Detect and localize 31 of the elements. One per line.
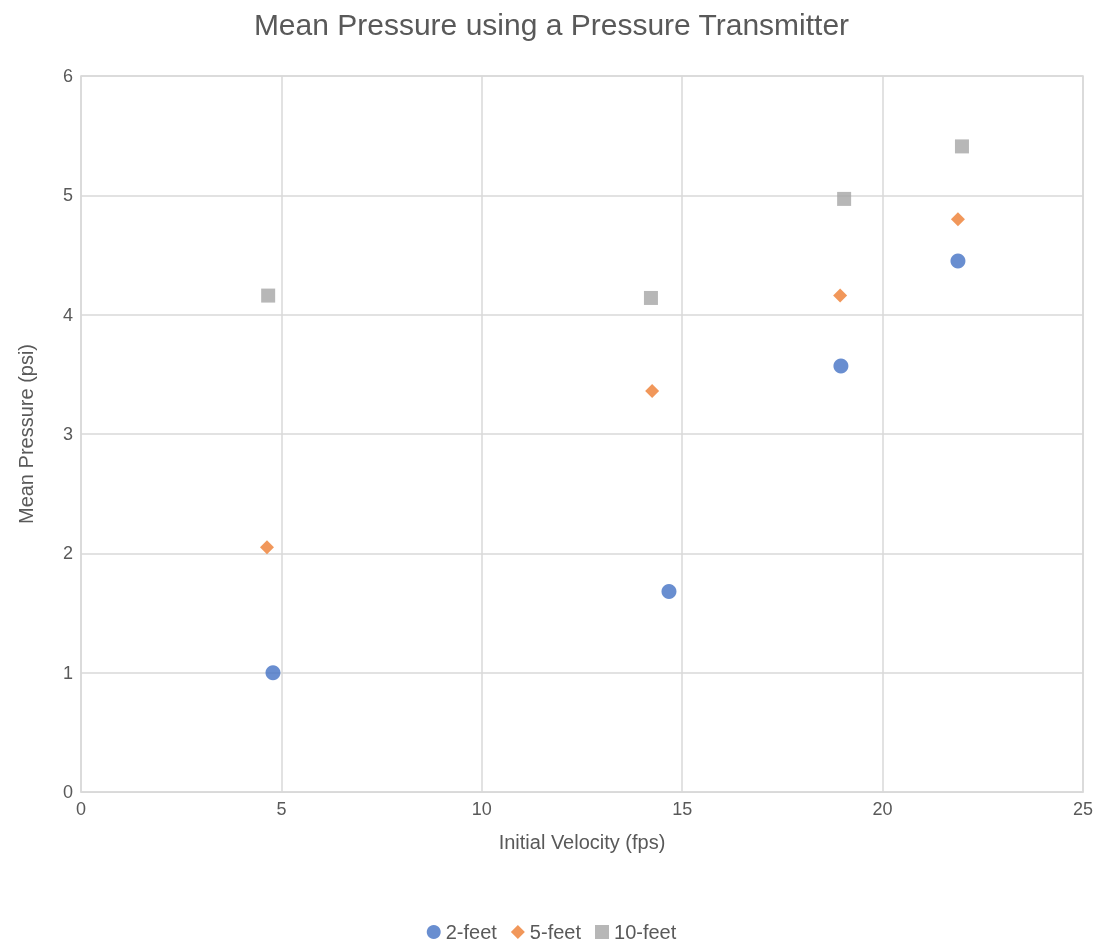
point [833, 288, 848, 303]
legend-label: 5-feet [529, 921, 582, 943]
y-tick-label: 3 [62, 424, 73, 444]
point [954, 139, 969, 154]
y-tick-label: 4 [62, 304, 73, 325]
point [645, 384, 660, 399]
point [833, 358, 849, 374]
chart-title: Mean Pressure using a Pressure Transmitter [253, 7, 850, 41]
y-axis-title: Mean Pressure (psi) [15, 343, 37, 525]
x-tick-label: 0 [75, 799, 87, 819]
point [261, 288, 276, 303]
y-tick-label: 0 [62, 782, 73, 802]
point [265, 665, 281, 681]
point [950, 253, 966, 269]
x-tick-label: 25 [1072, 799, 1094, 819]
y-tick-label: 5 [62, 185, 73, 206]
x-tick-label: 5 [276, 799, 287, 819]
point [661, 584, 677, 600]
point [643, 290, 658, 305]
point [837, 191, 852, 206]
point [950, 212, 965, 227]
x-tick-label: 20 [872, 799, 893, 819]
y-tick-label: 2 [62, 543, 73, 564]
y-tick-label: 1 [62, 662, 73, 683]
x-tick-label: 15 [672, 799, 693, 819]
legend-label: 2-feet [445, 921, 498, 943]
x-axis-title: Initial Velocity (fps) [498, 831, 666, 853]
y-tick-label: 6 [62, 66, 73, 86]
point [259, 540, 274, 555]
legend-label: 10-feet [614, 921, 677, 943]
x-tick-label: 10 [471, 799, 492, 819]
